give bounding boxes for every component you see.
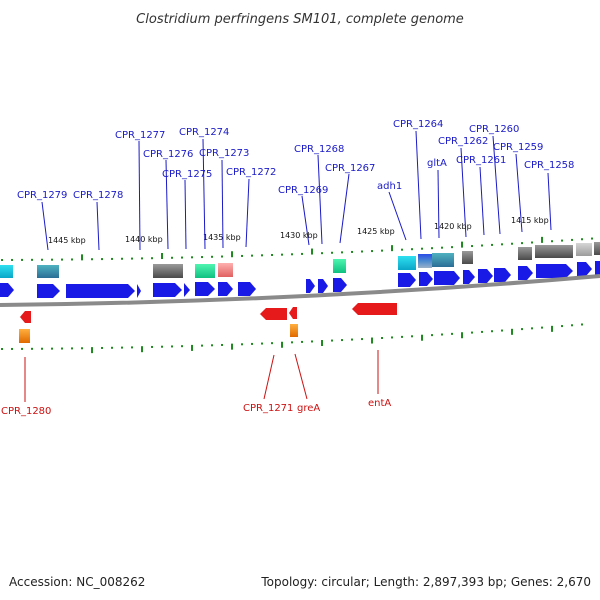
forward-genes — [0, 261, 600, 298]
reverse-gene — [260, 308, 287, 320]
ruler-label: 1435 kbp — [203, 233, 241, 242]
forward-gene — [153, 283, 182, 297]
forward-gene — [137, 284, 141, 298]
feature-box — [398, 256, 416, 270]
reverse-gene — [20, 311, 31, 323]
forward-gene — [434, 271, 460, 285]
forward-gene — [0, 283, 14, 297]
gene-label[interactable]: entA — [368, 398, 391, 409]
gene-label[interactable]: CPR_1269 — [278, 185, 328, 196]
gene-label[interactable]: CPR_1258 — [524, 160, 574, 171]
forward-gene — [478, 269, 493, 283]
gene-label[interactable]: greA — [297, 403, 320, 414]
forward-gene — [238, 282, 256, 296]
forward-gene — [536, 264, 573, 278]
feature-box — [195, 264, 215, 278]
feature-box — [153, 264, 183, 278]
gene-label[interactable]: CPR_1277 — [115, 130, 165, 141]
forward-gene — [306, 279, 315, 293]
forward-gene — [37, 284, 60, 298]
inner-ruler — [1, 323, 583, 354]
gene-label[interactable]: CPR_1276 — [143, 149, 193, 160]
genome-backbone — [0, 274, 600, 307]
reverse-genes — [19, 303, 397, 343]
reverse-gene-feature — [19, 329, 30, 343]
page-title: Clostridium perfringens SM101, complete … — [136, 12, 464, 27]
forward-gene — [419, 272, 433, 286]
forward-gene — [218, 282, 233, 296]
gene-label[interactable]: CPR_1259 — [493, 142, 543, 153]
forward-gene — [66, 284, 135, 298]
gene-label[interactable]: CPR_1267 — [325, 163, 375, 174]
gene-label[interactable]: CPR_1261 — [456, 155, 506, 166]
forward-gene — [494, 268, 511, 282]
feature-box — [518, 247, 532, 260]
reverse-gene-feature — [290, 324, 298, 337]
gene-label[interactable]: CPR_1268 — [294, 144, 344, 155]
accession-text: Accession: NC_008262 — [9, 575, 145, 589]
ruler-label: 1440 kbp — [125, 235, 163, 244]
feature-box — [418, 254, 432, 268]
outer-ruler — [1, 236, 593, 261]
ruler-label: 1420 kbp — [434, 222, 472, 231]
feature-box — [333, 259, 346, 273]
feature-box — [535, 245, 573, 258]
feature-track — [0, 242, 600, 278]
gene-label[interactable]: CPR_1260 — [469, 124, 519, 135]
gene-label[interactable]: CPR_1279 — [17, 190, 67, 201]
feature-box — [576, 243, 592, 256]
forward-gene — [463, 270, 475, 284]
ruler-label: 1425 kbp — [357, 227, 395, 236]
ruler-label: 1445 kbp — [48, 236, 86, 245]
gene-label[interactable]: CPR_1274 — [179, 127, 229, 138]
gene-label[interactable]: CPR_1271 — [243, 403, 293, 414]
forward-gene — [577, 262, 592, 276]
forward-leaders — [41, 130, 552, 251]
forward-gene — [318, 279, 328, 293]
reverse-leaders — [24, 350, 379, 402]
gene-label[interactable]: CPR_1278 — [73, 190, 123, 201]
gene-label[interactable]: CPR_1262 — [438, 136, 488, 147]
feature-box — [432, 253, 454, 267]
gene-label[interactable]: CPR_1273 — [199, 148, 249, 159]
gene-label[interactable]: CPR_1280 — [1, 406, 51, 417]
forward-gene — [333, 278, 347, 292]
ruler-label: 1430 kbp — [280, 231, 318, 240]
forward-gene — [398, 273, 416, 287]
gene-label[interactable]: CPR_1272 — [226, 167, 276, 178]
feature-box — [594, 242, 600, 255]
gene-label[interactable]: gltA — [427, 158, 447, 169]
gene-label[interactable]: CPR_1275 — [162, 169, 212, 180]
forward-gene — [195, 282, 215, 296]
reverse-gene — [289, 307, 297, 319]
feature-box — [462, 251, 473, 264]
gene-label[interactable]: CPR_1264 — [393, 119, 443, 130]
forward-gene — [518, 266, 533, 280]
forward-gene — [595, 261, 600, 275]
reverse-gene — [352, 303, 397, 315]
topology-summary: Topology: circular; Length: 2,897,393 bp… — [260, 575, 591, 589]
forward-gene — [184, 283, 190, 297]
feature-box — [218, 263, 233, 277]
feature-box — [37, 265, 59, 278]
gene-label[interactable]: adh1 — [377, 181, 402, 192]
ruler-label: 1415 kbp — [511, 216, 549, 225]
feature-box — [0, 265, 13, 278]
